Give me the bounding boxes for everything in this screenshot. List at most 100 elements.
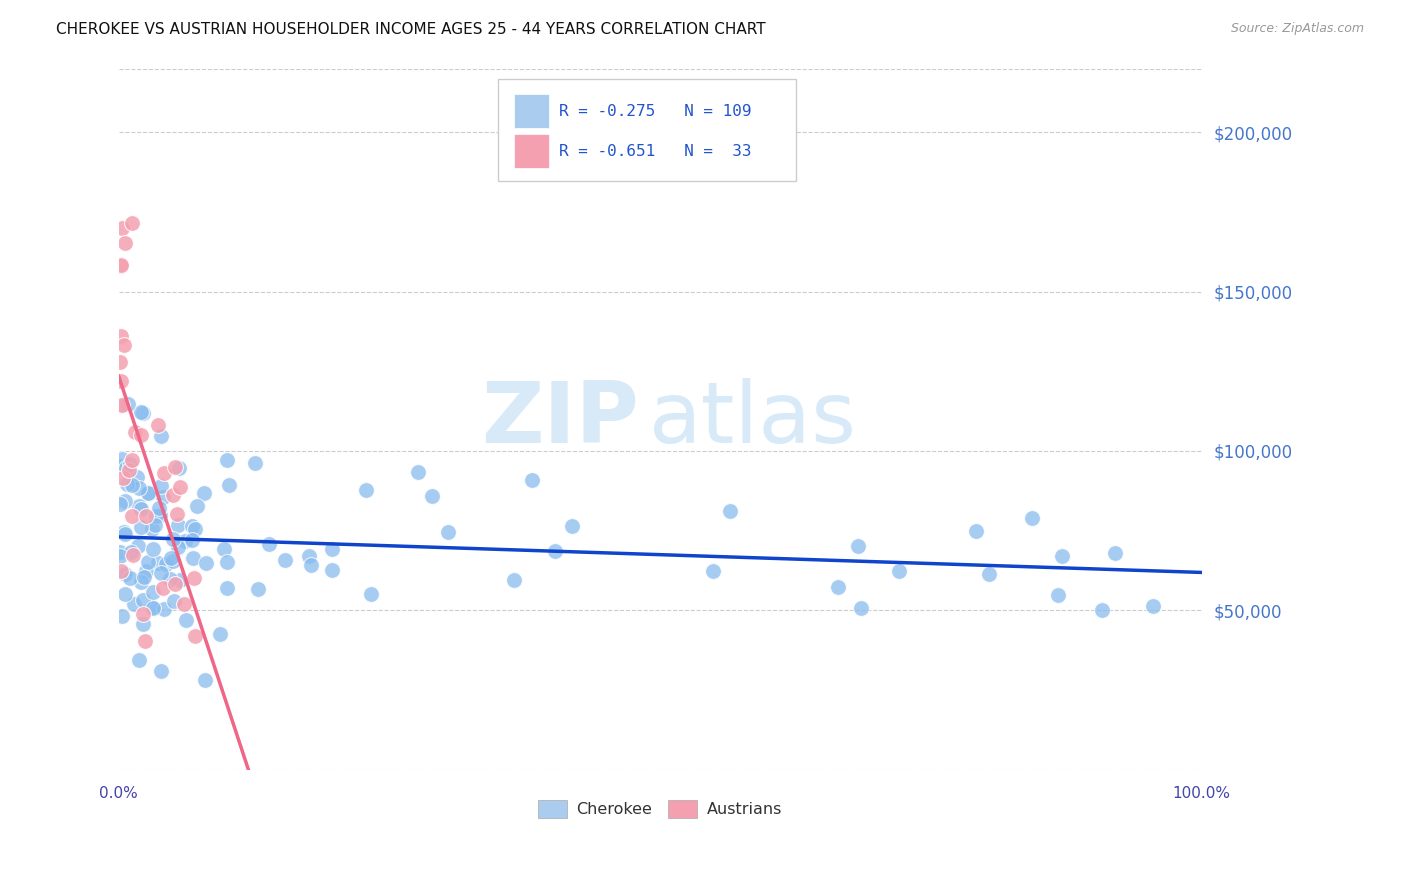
Point <box>134 633 156 648</box>
Point <box>169 573 191 587</box>
Point <box>149 508 172 522</box>
Point <box>110 398 132 412</box>
Text: Source: ZipAtlas.com: Source: ZipAtlas.com <box>1230 22 1364 36</box>
Point <box>181 551 204 566</box>
Point <box>132 607 155 622</box>
Point <box>141 600 163 615</box>
Point <box>217 582 239 596</box>
Point <box>124 425 146 440</box>
Point <box>114 235 136 250</box>
Point <box>543 543 565 558</box>
Point <box>217 453 239 467</box>
Point <box>110 355 132 369</box>
Point <box>111 609 134 624</box>
Point <box>181 519 204 533</box>
Point <box>135 564 157 578</box>
Point <box>183 571 205 585</box>
Point <box>155 558 177 572</box>
Text: R = -0.275   N = 109: R = -0.275 N = 109 <box>560 103 752 119</box>
Point <box>965 524 987 538</box>
Point <box>142 541 165 556</box>
Point <box>110 497 132 511</box>
Point <box>129 502 152 516</box>
Point <box>153 466 176 480</box>
Point <box>117 397 139 411</box>
Point <box>112 338 135 352</box>
Point <box>112 471 135 485</box>
Point <box>173 597 195 611</box>
Point <box>110 259 132 273</box>
Point <box>184 522 207 536</box>
FancyBboxPatch shape <box>515 135 548 168</box>
Point <box>162 532 184 546</box>
Point <box>243 456 266 470</box>
Point <box>141 522 163 536</box>
Point <box>159 572 181 586</box>
Point <box>125 470 148 484</box>
Point <box>162 488 184 502</box>
Point <box>110 258 132 272</box>
Point <box>422 489 444 503</box>
Point <box>129 428 152 442</box>
Point <box>138 485 160 500</box>
Point <box>128 499 150 513</box>
Point <box>193 486 215 500</box>
Point <box>129 519 152 533</box>
Point <box>145 508 167 523</box>
Point <box>111 220 134 235</box>
Point <box>321 541 343 556</box>
Point <box>166 507 188 521</box>
Point <box>152 601 174 615</box>
Point <box>162 554 184 568</box>
Point <box>321 563 343 577</box>
Point <box>142 600 165 615</box>
Point <box>1021 511 1043 525</box>
Point <box>110 374 132 388</box>
Point <box>122 598 145 612</box>
Point <box>503 574 526 588</box>
Point <box>148 556 170 570</box>
Point <box>180 533 202 547</box>
Point <box>120 457 142 471</box>
FancyBboxPatch shape <box>515 95 548 128</box>
Point <box>142 585 165 599</box>
Point <box>218 477 240 491</box>
Point <box>115 476 138 491</box>
Point <box>1104 546 1126 560</box>
Point <box>702 565 724 579</box>
Point <box>120 571 142 585</box>
Point <box>146 417 169 432</box>
Point <box>163 577 186 591</box>
Point <box>246 582 269 596</box>
Point <box>1046 588 1069 602</box>
Point <box>165 459 187 474</box>
Point <box>167 518 190 533</box>
Point <box>167 540 190 554</box>
Point <box>194 673 217 688</box>
Point <box>1091 603 1114 617</box>
Point <box>437 524 460 539</box>
Point <box>173 534 195 549</box>
Point <box>160 551 183 566</box>
Point <box>115 460 138 475</box>
Point <box>718 504 741 518</box>
Text: R = -0.651   N =  33: R = -0.651 N = 33 <box>560 144 752 159</box>
Point <box>887 564 910 578</box>
Text: ZIP: ZIP <box>481 377 638 460</box>
Point <box>174 613 197 627</box>
Point <box>118 462 141 476</box>
Point <box>561 519 583 533</box>
Point <box>1142 599 1164 613</box>
Point <box>129 574 152 589</box>
Point <box>110 398 132 412</box>
Point <box>114 526 136 541</box>
Point <box>135 508 157 523</box>
Point <box>110 328 132 343</box>
Point <box>169 480 191 494</box>
Point <box>186 499 208 513</box>
Point <box>132 406 155 420</box>
Point <box>129 405 152 419</box>
FancyBboxPatch shape <box>498 79 796 181</box>
Point <box>406 465 429 479</box>
Point <box>163 594 186 608</box>
